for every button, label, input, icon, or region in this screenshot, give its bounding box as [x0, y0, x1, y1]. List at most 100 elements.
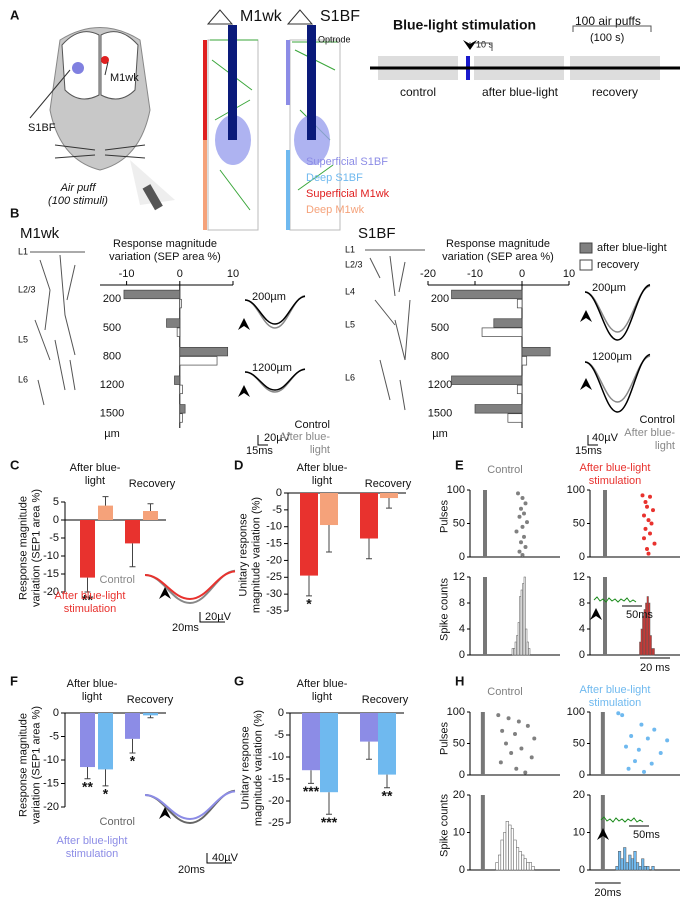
y-tick-label: 100 — [447, 484, 465, 496]
y-tick-label: -5 — [274, 729, 284, 741]
trace-label: After blue-light stimulation — [54, 590, 126, 615]
bar — [521, 346, 551, 357]
y-axis-label: Spike counts — [438, 794, 451, 857]
x-tick-label: -20 — [420, 268, 436, 280]
spike — [642, 769, 646, 774]
bar — [98, 713, 113, 770]
bar — [516, 298, 523, 309]
hist-bar — [531, 866, 535, 871]
region-label: S1BF — [358, 225, 396, 242]
spike — [517, 514, 522, 519]
trace-label: Control — [100, 816, 135, 828]
x-tick-label: 10 — [563, 268, 575, 280]
error-bar — [308, 770, 314, 784]
hist-bar — [500, 839, 504, 871]
category-label: 1500 — [428, 408, 452, 420]
y-tick-label: 0 — [53, 707, 59, 719]
y-tick-label: 0 — [459, 769, 465, 781]
category-label: Recovery — [126, 694, 174, 706]
spike — [500, 728, 505, 733]
bar — [380, 493, 398, 499]
scale-bar — [257, 435, 268, 446]
spike — [640, 493, 645, 498]
chart-title: Response magnitude variation (SEP area %… — [109, 238, 221, 263]
bar — [125, 713, 140, 739]
y-tick-label: 100 — [567, 484, 585, 496]
region-label: M1wk — [20, 225, 60, 242]
y-tick-label: -20 — [43, 586, 59, 598]
panel-title: Control — [487, 686, 522, 698]
y-axis-label: Unitary response magnitude variation (%) — [237, 496, 262, 614]
stimulus — [603, 490, 607, 557]
panel-letter: F — [10, 673, 18, 688]
legend-label: recovery — [597, 259, 640, 271]
error-bar — [84, 767, 91, 780]
spike — [636, 747, 641, 752]
hist-bar — [528, 648, 531, 656]
bar — [179, 404, 186, 414]
unit-label: µm — [104, 428, 120, 440]
spike — [639, 722, 644, 727]
hist-bar — [518, 851, 522, 871]
error-bar — [306, 575, 312, 597]
error-bar — [147, 503, 154, 511]
scale-label: 15ms — [575, 445, 602, 457]
optrode-label: Optrode — [318, 34, 351, 44]
layer-label: L6 — [345, 372, 355, 382]
y-tick-label: 0 — [579, 864, 585, 876]
error-bar — [102, 496, 109, 506]
stim-arrow — [238, 385, 250, 397]
significance: * — [130, 753, 136, 769]
y-tick-label: -15 — [43, 568, 59, 580]
category-label: 1200 — [428, 379, 452, 391]
spike — [645, 504, 649, 509]
protocol-label: (100 s) — [590, 32, 624, 44]
stimulus — [483, 490, 487, 557]
hist-bar — [505, 821, 509, 871]
scale-label: 20µV — [264, 432, 291, 444]
bar — [481, 327, 523, 337]
y-tick-label: 10 — [573, 826, 585, 838]
spike — [516, 719, 521, 724]
depth-label: 200µm — [252, 291, 286, 303]
y-tick-label: -20 — [266, 554, 282, 566]
error-bar — [326, 525, 332, 553]
hist-bar — [508, 824, 512, 871]
y-tick-label: -10 — [266, 521, 282, 533]
hist-bar — [503, 832, 507, 871]
y-tick-label: 5 — [53, 496, 59, 508]
spike — [648, 531, 652, 536]
spike — [523, 544, 528, 549]
stim-arrow — [580, 310, 592, 322]
y-tick-label: 0 — [53, 514, 59, 526]
significance: *** — [303, 783, 320, 799]
air-nozzle — [142, 184, 163, 211]
y-tick-label: -5 — [49, 730, 59, 742]
spike — [665, 738, 670, 743]
y-tick-label: -35 — [266, 605, 282, 617]
significance: * — [306, 596, 312, 612]
bar — [98, 505, 113, 520]
scale-label: 20ms — [172, 622, 199, 634]
protocol-label: 100 air puffs — [575, 14, 641, 28]
y-tick-label: 4 — [579, 623, 585, 635]
spike — [509, 750, 514, 755]
trace — [144, 570, 236, 601]
spike — [642, 536, 646, 541]
spike — [523, 501, 528, 506]
y-tick-label: 10 — [453, 826, 465, 838]
hist-bar — [513, 839, 517, 871]
error-bar — [386, 498, 392, 509]
category-label: Recovery — [128, 478, 176, 490]
spike — [520, 496, 525, 501]
y-axis-label: Spike counts — [438, 578, 451, 641]
y-tick-label: -20 — [43, 801, 59, 813]
hist-bar — [641, 858, 645, 871]
trace — [244, 295, 306, 325]
hist-bar — [648, 602, 651, 656]
spike — [496, 713, 501, 718]
trace-label: Control — [640, 414, 675, 426]
bar — [179, 384, 183, 395]
